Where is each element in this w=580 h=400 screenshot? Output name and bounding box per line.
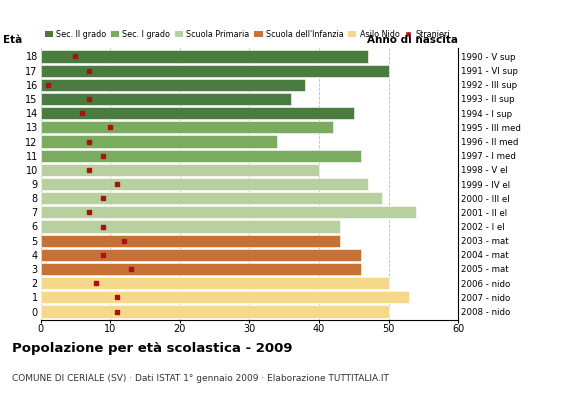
Bar [41, 79, 305, 91]
Bar [41, 150, 361, 162]
Text: Popolazione per età scolastica - 2009: Popolazione per età scolastica - 2009 [12, 342, 292, 355]
Bar [41, 277, 389, 289]
Bar [41, 206, 416, 218]
Legend: Sec. II grado, Sec. I grado, Scuola Primaria, Scuola dell'Infanzia, Asilo Nido, : Sec. II grado, Sec. I grado, Scuola Prim… [45, 30, 450, 38]
Bar [41, 65, 389, 77]
Bar [41, 136, 277, 148]
Bar [41, 178, 368, 190]
Bar [41, 220, 340, 232]
Text: COMUNE DI CERIALE (SV) · Dati ISTAT 1° gennaio 2009 · Elaborazione TUTTITALIA.IT: COMUNE DI CERIALE (SV) · Dati ISTAT 1° g… [12, 374, 389, 383]
Bar [41, 121, 333, 133]
Bar [41, 93, 291, 105]
Bar [41, 291, 409, 303]
Bar [41, 107, 354, 119]
Text: Anno di nascita: Anno di nascita [367, 35, 458, 45]
Bar [41, 192, 382, 204]
Text: Età: Età [3, 35, 22, 45]
Bar [41, 235, 340, 247]
Bar [41, 164, 319, 176]
Bar [41, 306, 389, 318]
Bar [41, 263, 361, 275]
Bar [41, 50, 368, 62]
Bar [41, 249, 361, 261]
